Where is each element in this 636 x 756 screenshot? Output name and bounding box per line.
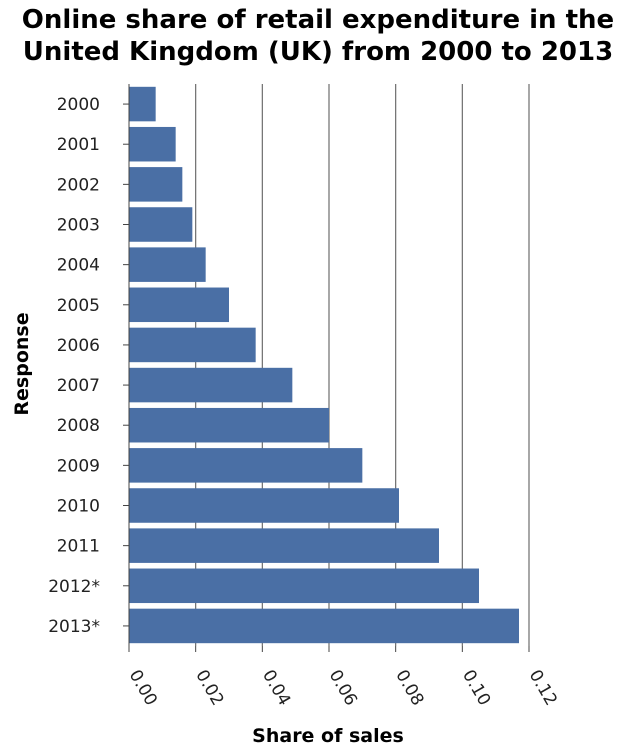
bar-2002: [129, 167, 183, 202]
bar-2001: [129, 126, 176, 162]
y-tick-label: 2000: [57, 95, 100, 115]
bar-2011: [129, 528, 439, 563]
x-tick-label: 0.10: [458, 667, 494, 710]
x-tick-label: 0.06: [325, 667, 361, 710]
y-tick-label: 2004: [57, 256, 100, 276]
bar-2007: [129, 367, 293, 403]
y-tick-label: 2011: [57, 537, 100, 557]
bar-2009: [129, 448, 363, 483]
bar-2003: [129, 207, 193, 242]
x-tick-label: 0.02: [191, 667, 227, 710]
bar-2004: [129, 247, 206, 282]
y-tick-label: 2009: [57, 456, 100, 476]
bars: [129, 86, 519, 644]
y-tick-label: 2008: [57, 416, 100, 436]
chart-title-line-2: United Kingdom (UK) from 2000 to 2013: [22, 37, 614, 67]
x-tick-label: 0.00: [125, 667, 161, 710]
y-axis-label: Response: [11, 312, 33, 415]
bar-2010: [129, 488, 399, 523]
chart-title-line-1: Online share of retail expenditure in th…: [21, 5, 615, 35]
y-tick-label: 2005: [57, 296, 100, 316]
x-tick-label: 0.08: [391, 667, 427, 710]
y-tick-label: 2013*: [48, 617, 100, 637]
bar-2008: [129, 407, 329, 443]
bar-2005: [129, 287, 229, 323]
bar-2000: [129, 86, 156, 122]
bar-2006: [129, 327, 256, 363]
x-axis-label: Share of sales: [252, 725, 404, 747]
x-tick-label: 0.12: [525, 667, 561, 710]
bar-2013-est: [129, 608, 519, 644]
y-tick-label: 2007: [57, 376, 100, 396]
y-tick-label: 2010: [57, 497, 100, 517]
y-tick-label: 2012*: [48, 577, 100, 597]
y-tick-label: 2001: [57, 135, 100, 155]
y-tick-label: 2002: [57, 175, 100, 195]
chart-title: Online share of retail expenditure in th…: [0, 4, 636, 68]
bar-2012-est: [129, 568, 479, 604]
x-tick-label: 0.04: [258, 667, 294, 710]
y-tick-label: 2003: [57, 216, 100, 236]
y-tick-label: 2006: [57, 336, 100, 356]
